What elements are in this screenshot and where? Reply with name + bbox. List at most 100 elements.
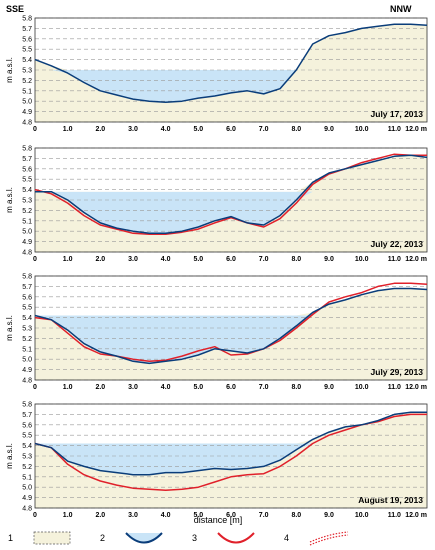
y-tick-label: 5.7 [22,26,32,33]
x-tick-label: 1.0 [63,512,73,519]
y-tick-label: 4.8 [22,250,32,257]
x-tick-label: 3.0 [128,384,138,391]
panel-2: 4.8 4.9 5.0 5.1 5.2 5.3 5.4 5.5 5.6 5.7 5.8 0 1.0 2.0… [5,146,428,263]
y-tick-label: 5.2 [22,78,32,85]
water-area [35,315,427,364]
x-tick-label: 11.0 [388,384,401,391]
y-tick-label: 5.3 [22,68,32,75]
y-tick-label: 5.1 [22,218,32,225]
y-tick-label: 5.1 [22,346,32,353]
x-tick-label: 7.0 [259,126,269,133]
x-tick-label: 11.0 [388,512,401,519]
x-tick-label: 6.0 [226,384,236,391]
y-tick-label: 4.8 [22,506,32,513]
y-tick-label: 5.1 [22,474,32,481]
x-tick-label: 12.0 m [405,512,427,519]
y-tick-label: 5.4 [22,57,32,64]
x-tick-label: 4.0 [161,256,171,263]
red-dotted-line-swatch-icon [309,534,349,546]
sky-area [35,148,427,192]
plot-frame [34,147,428,253]
x-axis-title: distance [m] [194,515,243,525]
x-tick-label: 11.0 [388,256,401,263]
x-tick-label: 10.0 [355,512,369,519]
water-area [35,191,427,234]
x-tick-label: 9.0 [324,256,334,263]
y-tick-label: 5.7 [22,412,32,419]
legend-number: 1 [8,533,13,543]
x-tick-label: 7.0 [259,256,269,263]
y-tick-label: 5.1 [22,88,32,95]
x-tick-label: 1.0 [63,256,73,263]
x-tick-label: 10.0 [355,384,369,391]
red-profile-line [34,282,428,363]
y-tick-label: 4.9 [22,495,32,502]
panel-date-label: July 17, 2013 [371,109,424,119]
legend: 1 2 3 4 [8,531,349,546]
x-tick-label: 4.0 [161,126,171,133]
red-profile-line [34,153,427,236]
legend-number: 3 [192,533,197,543]
x-tick-label: 2.0 [95,256,105,263]
plot-frame [34,17,428,123]
x-tick-label: 3.0 [128,126,138,133]
y-tick-label: 5.7 [22,156,32,163]
y-tick-label: 5.5 [22,433,32,440]
y-tick-label: 5.5 [22,177,32,184]
legend-number: 4 [284,533,289,543]
x-tick-label: 5.0 [193,126,203,133]
y-tick-label: 5.6 [22,422,32,429]
y-tick-label: 5.2 [22,464,32,471]
blue-profile-line [34,287,428,365]
x-tick-label: 9.0 [324,384,334,391]
x-tick-label: 7.0 [259,384,269,391]
x-tick-label: 8.0 [291,256,301,263]
y-axis-title: m a.s.l. [5,57,14,83]
y-axis-title: m a.s.l. [5,187,14,213]
x-tick-label: 10.0 [355,126,369,133]
x-tick-label: 2.0 [95,512,105,519]
blue-profile-line [34,23,428,103]
blue-profile-line [35,154,428,235]
y-tick-label: 5.2 [22,336,32,343]
blue-profile-line [34,411,427,476]
x-tick-label: 0 [33,512,37,519]
x-tick-label: 5.0 [193,256,203,263]
panel-3: 4.8 4.9 5.0 5.1 5.2 5.3 5.4 5.5 5.6 5.7 5.8 0 1.0 2.0… [5,274,428,391]
x-tick-label: 8.0 [291,384,301,391]
y-tick-label: 5.2 [22,208,32,215]
panel-4: 4.8 4.9 5.0 5.1 5.2 5.3 5.4 5.5 5.6 5.7 5.8 0 1.0 2.0… [5,402,428,519]
red-profile-swatch-icon [217,532,255,544]
x-tick-label: 11.0 [388,126,401,133]
y-tick-label: 5.5 [22,305,32,312]
x-tick-label: 4.0 [161,384,171,391]
ground-fill-swatch-icon [33,531,71,545]
water-area [35,70,427,103]
x-tick-label: 3.0 [128,256,138,263]
x-tick-label: 1.0 [63,126,73,133]
y-tick-label: 5.6 [22,166,32,173]
x-tick-label: 1.0 [63,384,73,391]
y-tick-label: 5.4 [22,443,32,450]
sky-area [35,404,427,444]
blue-profile-swatch-icon [125,532,163,544]
x-tick-label: 12.0 m [405,384,427,391]
x-tick-label: 0 [33,384,37,391]
y-tick-label: 5.8 [22,402,32,409]
x-tick-label: 6.0 [226,512,236,519]
x-tick-label: 6.0 [226,126,236,133]
red-dotted-line-swatch-icon [309,531,349,543]
y-tick-label: 5.0 [22,357,32,364]
y-tick-label: 5.3 [22,454,32,461]
x-tick-label: 0 [33,256,37,263]
y-tick-label: 5.4 [22,187,32,194]
y-tick-label: 5.4 [22,315,32,322]
x-tick-label: 2.0 [95,126,105,133]
y-tick-label: 4.9 [22,239,32,246]
y-tick-label: 4.9 [22,367,32,374]
y-tick-label: 5.3 [22,198,32,205]
x-tick-label: 5.0 [193,384,203,391]
x-tick-label: 5.0 [193,512,203,519]
y-tick-label: 4.8 [22,120,32,127]
